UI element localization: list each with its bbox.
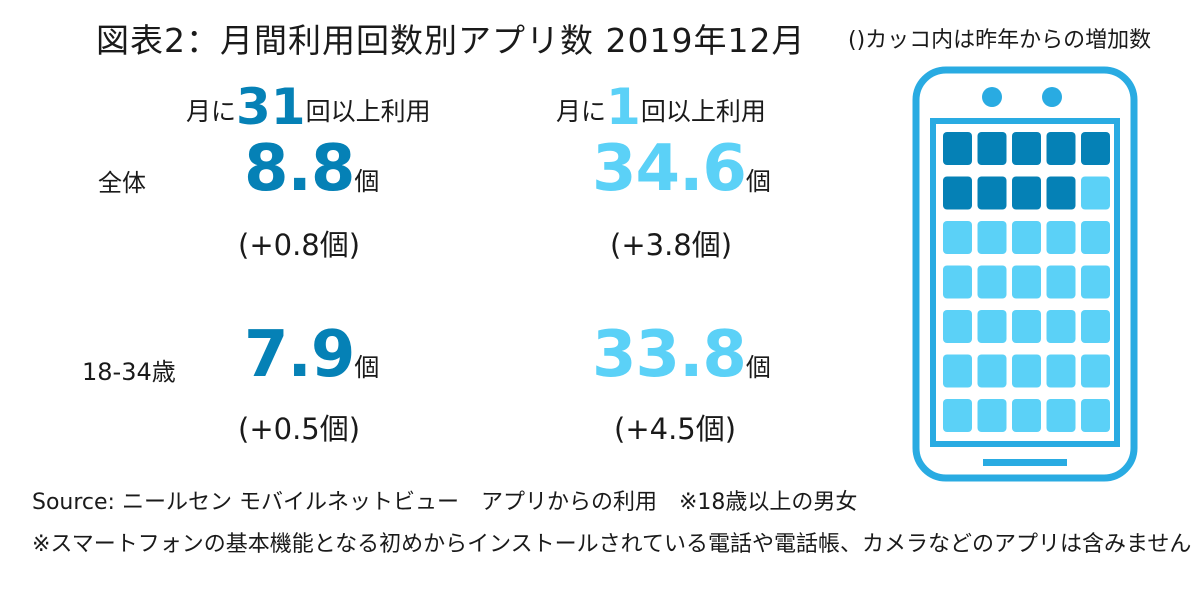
app-icon-grid — [943, 132, 1110, 432]
column-header-prefix: 月に — [556, 97, 607, 126]
row-label-18-34: 18-34歳 — [82, 358, 176, 386]
app-icon-light — [977, 310, 1007, 343]
stat-value: 34.6 — [592, 132, 747, 206]
column-header-number: 31 — [236, 78, 306, 136]
app-icon-dark — [1046, 132, 1076, 165]
app-icon-light — [943, 310, 972, 343]
app-icon-light — [1081, 354, 1110, 388]
stat-value: 33.8 — [592, 318, 747, 392]
app-icon-dark — [943, 132, 972, 165]
phone-home-bar — [983, 459, 1067, 466]
app-icon-light — [977, 399, 1007, 432]
app-icon-light — [1046, 354, 1076, 388]
column-header-suffix: 回以上利用 — [305, 97, 431, 126]
stat-unit: 個 — [745, 353, 771, 382]
app-icon-light — [1081, 221, 1110, 254]
app-icon-dark — [977, 176, 1007, 210]
footnote: ※スマートフォンの基本機能となる初めからインストールされている電話や電話帳、カメ… — [32, 532, 1192, 557]
column-header-number: 1 — [606, 78, 641, 136]
app-icon-light — [943, 221, 972, 254]
app-icon-light — [1081, 265, 1110, 299]
delta-18-34-1-time: (+4.5個) — [614, 412, 737, 446]
smartphone-icon — [912, 66, 1138, 482]
phone-sensor-dot — [1042, 87, 1062, 107]
column-header-31-times: 月に31回以上利用 — [186, 78, 431, 136]
app-icon-light — [1012, 265, 1041, 299]
app-icon-light — [1046, 265, 1076, 299]
phone-camera-dot — [982, 87, 1002, 107]
stat-18-34-1-time: 33.8個 — [592, 318, 771, 392]
column-header-suffix: 回以上利用 — [640, 97, 766, 126]
stat-all-31-times: 8.8個 — [244, 132, 379, 206]
app-icon-light — [1012, 221, 1041, 254]
app-icon-light — [1081, 310, 1110, 343]
app-icon-light — [1046, 221, 1076, 254]
stat-value: 8.8 — [244, 132, 355, 206]
app-icon-light — [943, 354, 972, 388]
delta-18-34-31-times: (+0.5個) — [238, 412, 361, 446]
app-icon-light — [977, 265, 1007, 299]
row-label-all: 全体 — [98, 169, 146, 197]
app-icon-dark — [1081, 132, 1110, 165]
chart-title: 図表2：月間利用回数別アプリ数 2019年12月 — [96, 21, 806, 60]
app-icon-dark — [943, 176, 972, 210]
app-icon-light — [1046, 399, 1076, 432]
stat-value: 7.9 — [244, 318, 355, 392]
source-note: Source: ニールセン モバイルネットビュー アプリからの利用 ※18歳以上… — [32, 490, 858, 515]
app-icon-light — [1081, 399, 1110, 432]
stat-unit: 個 — [354, 167, 380, 196]
app-icon-light — [1012, 399, 1041, 432]
parenthesis-note: ()カッコ内は昨年からの増加数 — [848, 28, 1152, 53]
stat-18-34-31-times: 7.9個 — [244, 318, 379, 392]
app-icon-light — [1012, 354, 1041, 388]
stat-all-1-time: 34.6個 — [592, 132, 771, 206]
stat-unit: 個 — [354, 353, 380, 382]
app-icon-dark — [1012, 176, 1041, 210]
app-icon-dark — [977, 132, 1007, 165]
app-icon-light — [1081, 176, 1110, 210]
stat-unit: 個 — [745, 167, 771, 196]
app-icon-light — [977, 221, 1007, 254]
app-icon-dark — [1046, 176, 1076, 210]
app-icon-light — [1012, 310, 1041, 343]
app-icon-light — [1046, 310, 1076, 343]
column-header-1-time: 月に1回以上利用 — [556, 78, 766, 136]
delta-all-1-time: (+3.8個) — [610, 228, 733, 262]
app-icon-dark — [1012, 132, 1041, 165]
app-icon-light — [943, 399, 972, 432]
app-icon-light — [943, 265, 972, 299]
column-header-prefix: 月に — [186, 97, 237, 126]
delta-all-31-times: (+0.8個) — [238, 228, 361, 262]
app-icon-light — [977, 354, 1007, 388]
